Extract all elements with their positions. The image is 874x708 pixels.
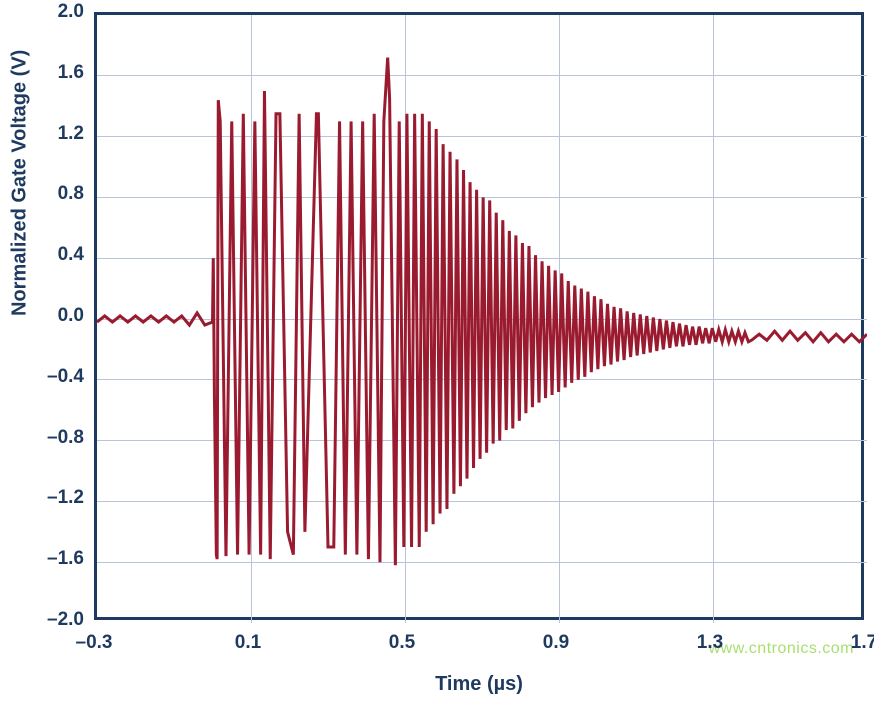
waveform	[97, 58, 867, 566]
y-tick-label: 0.4	[58, 244, 84, 266]
y-tick-label: 0.8	[58, 183, 84, 205]
plot-area	[94, 12, 864, 620]
watermark: www.cntronics.com	[709, 640, 854, 658]
y-tick-label: 1.2	[58, 123, 84, 145]
y-tick-label: –1.6	[47, 548, 84, 570]
x-tick-label: –0.3	[76, 632, 113, 654]
x-tick-label: 0.5	[389, 632, 415, 654]
x-tick-label: 1.3	[697, 632, 723, 654]
y-axis-label: Normalized Gate Voltage (V)	[9, 50, 32, 316]
y-tick-label: –0.4	[47, 366, 84, 388]
gate-voltage-chart: Time (µs) Normalized Gate Voltage (V) ww…	[0, 0, 874, 708]
y-tick-label: 2.0	[58, 1, 84, 23]
y-tick-label: 1.6	[58, 62, 84, 84]
y-tick-label: 0.0	[58, 305, 84, 327]
x-tick-label: 0.1	[235, 632, 261, 654]
y-tick-label: –0.8	[47, 427, 84, 449]
x-tick-label: 0.9	[543, 632, 569, 654]
y-tick-label: –1.2	[47, 487, 84, 509]
x-tick-label: 1.7	[851, 632, 874, 654]
x-axis-label: Time (µs)	[94, 673, 864, 696]
series-svg	[97, 15, 867, 623]
y-tick-label: –2.0	[47, 609, 84, 631]
